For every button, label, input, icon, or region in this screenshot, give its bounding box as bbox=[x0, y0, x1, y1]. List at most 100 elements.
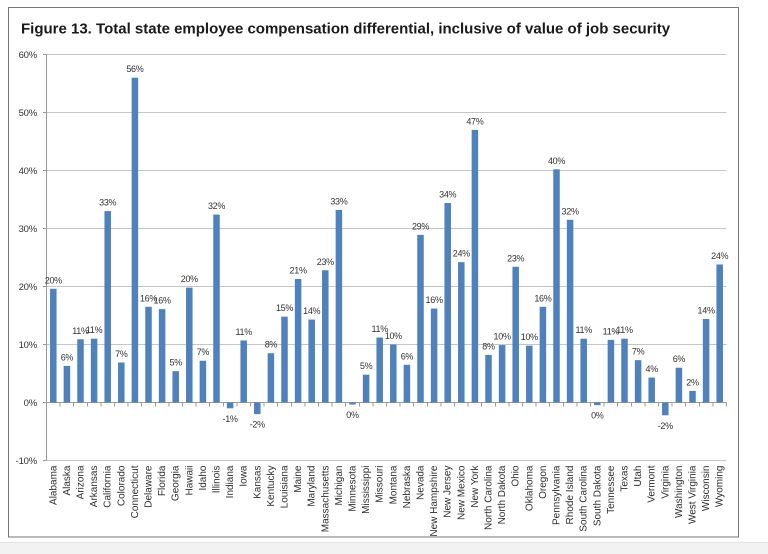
svg-text:6%: 6% bbox=[401, 351, 414, 361]
svg-text:-1%: -1% bbox=[223, 414, 238, 424]
svg-text:32%: 32% bbox=[562, 206, 579, 216]
svg-text:Kansas: Kansas bbox=[252, 466, 263, 499]
svg-text:-2%: -2% bbox=[250, 420, 265, 430]
svg-text:California: California bbox=[103, 465, 114, 508]
svg-text:16%: 16% bbox=[426, 295, 443, 305]
svg-text:24%: 24% bbox=[453, 249, 470, 259]
svg-text:Arkansas: Arkansas bbox=[89, 466, 100, 508]
svg-text:8%: 8% bbox=[482, 341, 495, 351]
svg-text:7%: 7% bbox=[197, 347, 210, 357]
svg-text:West Virginia: West Virginia bbox=[688, 465, 699, 524]
svg-text:5%: 5% bbox=[169, 358, 182, 368]
svg-text:20%: 20% bbox=[181, 274, 198, 284]
svg-text:Louisiana: Louisiana bbox=[280, 465, 291, 508]
svg-text:Oklahoma: Oklahoma bbox=[524, 465, 535, 511]
svg-text:-2%: -2% bbox=[658, 421, 673, 431]
svg-text:Oregon: Oregon bbox=[538, 466, 549, 499]
svg-text:5%: 5% bbox=[360, 361, 373, 371]
svg-text:23%: 23% bbox=[317, 257, 334, 267]
svg-text:Wisconsin: Wisconsin bbox=[701, 466, 712, 512]
svg-text:North Carolina: North Carolina bbox=[484, 465, 495, 530]
svg-text:20%: 20% bbox=[45, 275, 62, 285]
svg-text:50%: 50% bbox=[19, 108, 38, 119]
svg-text:8%: 8% bbox=[265, 340, 278, 350]
svg-text:New Jersey: New Jersey bbox=[443, 466, 454, 518]
svg-text:10%: 10% bbox=[521, 332, 538, 342]
svg-text:0%: 0% bbox=[591, 411, 604, 421]
svg-text:Minnesota: Minnesota bbox=[348, 465, 359, 512]
svg-text:30%: 30% bbox=[19, 224, 38, 235]
svg-text:33%: 33% bbox=[330, 196, 347, 206]
svg-text:11%: 11% bbox=[235, 327, 252, 337]
svg-text:Tennessee: Tennessee bbox=[606, 465, 617, 514]
svg-text:11%: 11% bbox=[72, 326, 89, 336]
svg-text:11%: 11% bbox=[616, 325, 633, 335]
svg-text:23%: 23% bbox=[507, 253, 524, 263]
svg-text:7%: 7% bbox=[115, 349, 128, 359]
svg-text:Illinois: Illinois bbox=[212, 466, 223, 494]
svg-text:Hawaii: Hawaii bbox=[184, 466, 195, 496]
svg-text:21%: 21% bbox=[290, 265, 307, 275]
svg-text:Utah: Utah bbox=[633, 466, 644, 487]
svg-text:Washington: Washington bbox=[674, 466, 685, 518]
svg-text:11%: 11% bbox=[575, 325, 592, 335]
svg-text:10%: 10% bbox=[385, 331, 402, 341]
svg-text:Colorado: Colorado bbox=[116, 465, 127, 506]
svg-text:North Dakota: North Dakota bbox=[497, 465, 508, 524]
svg-text:Montana: Montana bbox=[388, 465, 399, 504]
svg-text:15%: 15% bbox=[276, 303, 293, 313]
svg-text:New Mexico: New Mexico bbox=[456, 465, 467, 520]
svg-text:20%: 20% bbox=[19, 282, 38, 293]
svg-text:Maryland: Maryland bbox=[307, 466, 318, 507]
svg-text:Wyoming: Wyoming bbox=[715, 466, 726, 508]
svg-text:4%: 4% bbox=[645, 364, 658, 374]
svg-text:Idaho: Idaho bbox=[198, 465, 209, 490]
svg-text:Florida: Florida bbox=[157, 465, 168, 496]
svg-text:Nebraska: Nebraska bbox=[402, 465, 413, 508]
svg-text:10%: 10% bbox=[494, 332, 511, 342]
svg-text:10%: 10% bbox=[19, 340, 38, 351]
svg-text:11%: 11% bbox=[371, 324, 388, 334]
svg-text:Michigan: Michigan bbox=[334, 466, 345, 506]
svg-text:11%: 11% bbox=[86, 325, 103, 335]
svg-text:Delaware: Delaware bbox=[144, 465, 155, 508]
svg-text:Arizona: Arizona bbox=[76, 465, 87, 499]
svg-text:16%: 16% bbox=[140, 293, 157, 303]
svg-text:14%: 14% bbox=[303, 306, 320, 316]
svg-text:2%: 2% bbox=[686, 377, 699, 387]
svg-text:14%: 14% bbox=[698, 305, 715, 315]
svg-text:Connecticut: Connecticut bbox=[130, 465, 141, 518]
svg-text:6%: 6% bbox=[673, 354, 686, 364]
svg-text:Alabama: Alabama bbox=[48, 465, 59, 505]
svg-text:Iowa: Iowa bbox=[239, 465, 250, 487]
svg-text:Virginia: Virginia bbox=[660, 465, 671, 499]
svg-text:16%: 16% bbox=[534, 293, 551, 303]
svg-text:32%: 32% bbox=[208, 201, 225, 211]
svg-text:Kentucky: Kentucky bbox=[266, 466, 277, 507]
svg-text:New Hampshire: New Hampshire bbox=[429, 465, 440, 537]
svg-text:Figure 13. Total state employe: Figure 13. Total state employee compensa… bbox=[21, 21, 671, 38]
svg-text:47%: 47% bbox=[466, 116, 483, 126]
svg-text:16%: 16% bbox=[154, 296, 171, 306]
svg-text:60%: 60% bbox=[19, 50, 38, 61]
svg-text:0%: 0% bbox=[24, 398, 38, 409]
svg-text:Ohio: Ohio bbox=[511, 465, 522, 487]
svg-text:Massachusetts: Massachusetts bbox=[320, 466, 331, 533]
svg-text:South Dakota: South Dakota bbox=[592, 465, 603, 526]
svg-text:Mississippi: Mississippi bbox=[361, 466, 372, 514]
svg-text:Vermont: Vermont bbox=[647, 465, 658, 502]
svg-text:New York: New York bbox=[470, 465, 481, 508]
svg-text:29%: 29% bbox=[412, 221, 429, 231]
svg-text:Texas: Texas bbox=[620, 466, 631, 492]
svg-text:-10%: -10% bbox=[16, 456, 38, 467]
svg-text:24%: 24% bbox=[711, 251, 728, 261]
svg-text:Georgia: Georgia bbox=[171, 465, 182, 501]
svg-text:6%: 6% bbox=[61, 352, 74, 362]
svg-text:Alaska: Alaska bbox=[62, 465, 73, 495]
svg-text:Indiana: Indiana bbox=[225, 465, 236, 498]
svg-text:South Carolina: South Carolina bbox=[579, 465, 590, 532]
svg-text:Nevada: Nevada bbox=[416, 465, 427, 500]
svg-text:Rhode Island: Rhode Island bbox=[565, 466, 576, 525]
svg-text:7%: 7% bbox=[632, 347, 645, 357]
svg-text:40%: 40% bbox=[548, 156, 565, 166]
